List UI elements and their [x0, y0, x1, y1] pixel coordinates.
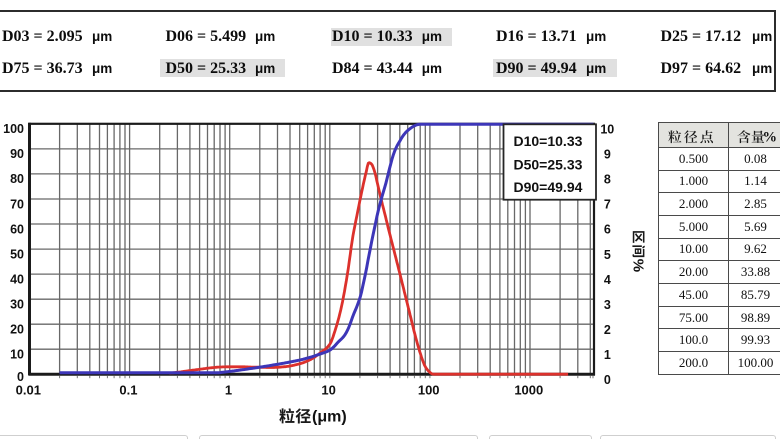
svg-text:30: 30 — [10, 298, 24, 312]
svg-text:100: 100 — [418, 383, 440, 398]
svg-text:0.01: 0.01 — [16, 383, 41, 398]
svg-text:0.1: 0.1 — [119, 383, 137, 398]
svg-text:%: % — [763, 129, 778, 145]
svg-text:2: 2 — [604, 323, 611, 337]
svg-text:50: 50 — [10, 247, 24, 261]
svg-text:6: 6 — [604, 223, 611, 237]
svg-text:D10=10.33: D10=10.33 — [514, 133, 583, 149]
svg-text:(μm): (μm) — [312, 409, 347, 426]
svg-text:10: 10 — [600, 123, 614, 137]
svg-text:10: 10 — [321, 383, 335, 398]
svg-text:4: 4 — [604, 273, 611, 287]
svg-text:20: 20 — [10, 323, 24, 337]
svg-text:70: 70 — [10, 197, 24, 211]
svg-text:100: 100 — [3, 122, 24, 136]
svg-text:1: 1 — [225, 383, 232, 398]
svg-text:D90=49.94: D90=49.94 — [514, 179, 583, 195]
svg-text:7: 7 — [604, 198, 611, 212]
svg-text:0: 0 — [604, 373, 611, 387]
svg-text:90: 90 — [10, 147, 24, 161]
svg-text:1000: 1000 — [514, 383, 543, 398]
svg-text:%: % — [630, 259, 647, 272]
svg-text:1: 1 — [604, 348, 611, 362]
svg-text:D50=25.33: D50=25.33 — [514, 157, 583, 173]
svg-text:40: 40 — [10, 272, 24, 286]
svg-text:0: 0 — [17, 370, 24, 384]
svg-text:10: 10 — [10, 348, 24, 362]
svg-text:9: 9 — [604, 148, 611, 162]
svg-text:80: 80 — [10, 172, 24, 186]
svg-text:3: 3 — [604, 298, 611, 312]
svg-text:60: 60 — [10, 222, 24, 236]
svg-text:8: 8 — [604, 173, 611, 187]
svg-text:5: 5 — [604, 248, 611, 262]
